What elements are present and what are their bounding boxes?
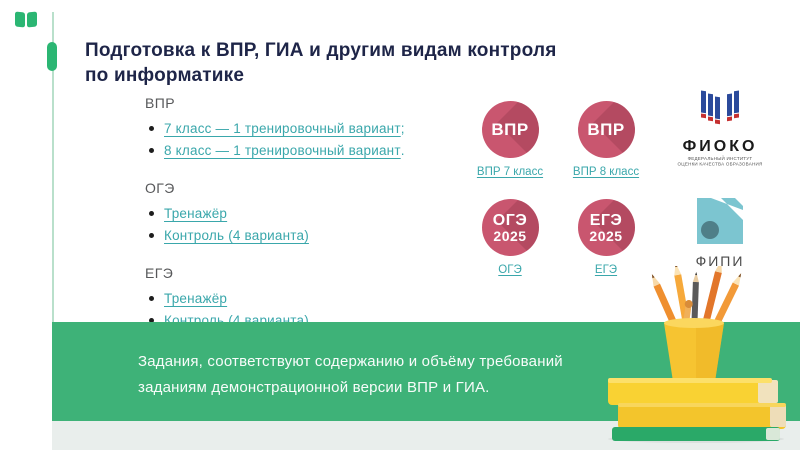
bullet-dot xyxy=(149,295,154,301)
pencils-books-illustration xyxy=(608,266,786,443)
bullet-dot xyxy=(149,210,154,216)
list-item: 7 класс — 1 тренировочный вариант; xyxy=(145,117,404,139)
link-oge-control[interactable]: Контроль (4 варианта) xyxy=(164,227,309,243)
fipi-logo: ФИПИ xyxy=(665,198,775,269)
vpr7-link[interactable]: ВПР 7 класс xyxy=(476,166,544,178)
badge-oge: ОГЭ 2025 ОГЭ xyxy=(460,199,560,278)
accent-pill xyxy=(47,42,57,71)
list-item: 8 класс — 1 тренировочный вариант. xyxy=(145,139,404,161)
exam-lists: ВПР 7 класс — 1 тренировочный вариант; 8… xyxy=(145,95,404,350)
fipi-logo-icon xyxy=(697,198,743,244)
ege-link[interactable]: ЕГЭ xyxy=(594,264,618,276)
bullet-dot xyxy=(149,147,154,153)
oge-link[interactable]: ОГЭ xyxy=(498,264,522,276)
badge-ege: ЕГЭ 2025 ЕГЭ xyxy=(556,199,656,278)
page-title-line2: по информатике xyxy=(85,65,245,86)
vpr8-circle-label: ВПР xyxy=(587,119,625,139)
list-item-suffix: ; xyxy=(400,120,405,136)
bullet-dot xyxy=(149,232,154,238)
vpr8-link[interactable]: ВПР 8 класс xyxy=(572,166,640,178)
section-label-oge: ОГЭ xyxy=(145,180,175,196)
fipi-logo-name: ФИПИ xyxy=(695,253,745,269)
badge-vpr8: ВПР ВПР 8 класс xyxy=(556,101,656,180)
vpr7-circle-button[interactable]: ВПР xyxy=(481,101,539,158)
list-item: Тренажёр xyxy=(145,202,404,224)
bullet-dot xyxy=(149,125,154,131)
link-vpr-8-class[interactable]: 8 класс — 1 тренировочный вариант xyxy=(164,142,401,158)
link-vpr-7-class[interactable]: 7 класс — 1 тренировочный вариант xyxy=(164,120,401,136)
section-label-vpr: ВПР xyxy=(145,95,175,111)
footer-note-line2: заданиям демонстрационной версии ВПР и Г… xyxy=(138,379,490,396)
fioko-logo: ФИОКО ФЕДЕРАЛЬНЫЙ ИНСТИТУТ ОЦЕНКИ КАЧЕСТ… xyxy=(665,90,775,178)
fioko-logo-subtitle: ФЕДЕРАЛЬНЫЙ ИНСТИТУТ ОЦЕНКИ КАЧЕСТВА ОБР… xyxy=(665,156,775,167)
fioko-logo-icon xyxy=(701,90,739,125)
accent-vertical-line xyxy=(52,12,54,322)
fioko-subtitle-line2: ОЦЕНКИ КАЧЕСТВА ОБРАЗОВАНИЯ xyxy=(677,161,763,167)
oge-circle-label: ОГЭ xyxy=(492,211,528,229)
ege-circle-label: ЕГЭ xyxy=(589,211,623,229)
footer-note-line1: Задания, соответствуют содержанию и объё… xyxy=(138,353,563,370)
link-oge-trainer[interactable]: Тренажёр xyxy=(164,205,228,221)
vpr8-circle-button[interactable]: ВПР xyxy=(577,101,635,158)
bullet-dot xyxy=(149,317,154,323)
section-label-ege: ЕГЭ xyxy=(145,265,174,281)
ege-circle-button[interactable]: ЕГЭ 2025 xyxy=(577,199,635,256)
page-title-line1: Подготовка к ВПР, ГИА и другим видам кон… xyxy=(85,40,557,61)
list-item: Контроль (4 варианта) xyxy=(145,224,404,246)
badge-vpr7: ВПР ВПР 7 класс xyxy=(460,101,560,180)
section-vpr: ВПР 7 класс — 1 тренировочный вариант; 8… xyxy=(145,95,404,161)
oge-circle-button[interactable]: ОГЭ 2025 xyxy=(481,199,539,256)
vpr7-circle-label: ВПР xyxy=(491,119,529,139)
section-oge: ОГЭ Тренажёр Контроль (4 варианта) xyxy=(145,180,404,246)
list-item-suffix: . xyxy=(400,142,405,158)
fioko-logo-name: ФИОКО xyxy=(682,138,758,155)
page-title: Подготовка к ВПР, ГИА и другим видам кон… xyxy=(85,38,557,88)
ege-circle-year: 2025 xyxy=(589,227,623,244)
link-ege-trainer[interactable]: Тренажёр xyxy=(164,290,228,306)
oge-circle-year: 2025 xyxy=(493,227,527,244)
open-book-icon xyxy=(15,11,37,28)
fioko-subtitle-line1: ФЕДЕРАЛЬНЫЙ ИНСТИТУТ xyxy=(687,156,753,161)
footer-note: Задания, соответствуют содержанию и объё… xyxy=(138,349,563,401)
list-item: Тренажёр xyxy=(145,287,404,309)
